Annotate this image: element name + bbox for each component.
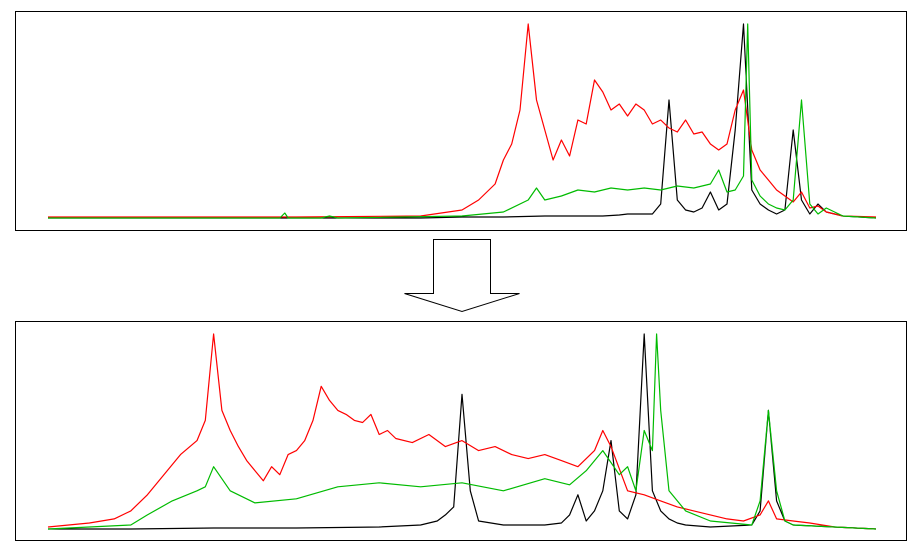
series-line-top-0	[48, 23, 877, 219]
series-line-bottom-2	[47, 333, 877, 530]
series-line-top-2	[48, 23, 877, 219]
chart-panel-bottom	[15, 321, 907, 541]
series-line-bottom-1	[47, 333, 877, 530]
series-lines-bottom	[47, 333, 877, 530]
chart-panel-top	[15, 11, 907, 231]
series-lines-top	[48, 23, 877, 219]
chart-frame-bottom	[15, 321, 907, 541]
series-line-top-1	[48, 23, 877, 218]
chart-frame-top	[15, 11, 907, 231]
down-arrow-icon	[404, 239, 520, 313]
